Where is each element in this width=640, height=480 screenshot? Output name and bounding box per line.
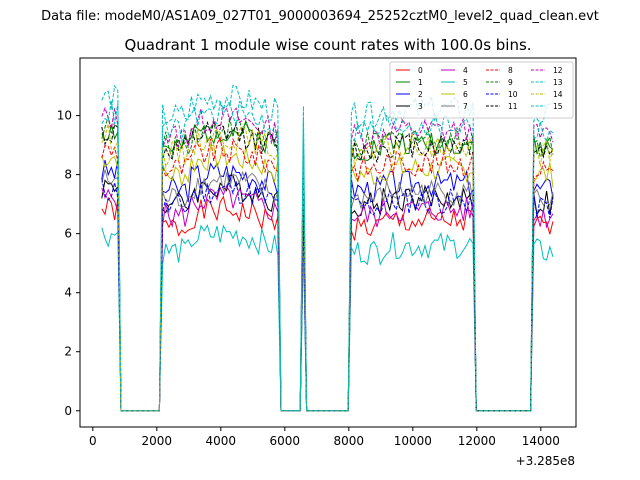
legend-label-11: 11 xyxy=(508,102,518,111)
legend-label-6: 6 xyxy=(463,90,468,99)
legend-label-14: 14 xyxy=(553,90,563,99)
x-tick-label: 2000 xyxy=(142,434,173,448)
legend-label-4: 4 xyxy=(463,66,468,75)
series-layer xyxy=(101,84,554,412)
legend-label-1: 1 xyxy=(418,78,423,87)
legend-label-10: 10 xyxy=(508,90,518,99)
legend-label-9: 9 xyxy=(508,78,513,87)
legend-label-12: 12 xyxy=(553,66,563,75)
x-tick-label: 10000 xyxy=(394,434,432,448)
y-tick-label: 0 xyxy=(64,404,72,418)
legend-label-15: 15 xyxy=(553,102,563,111)
y-tick-label: 2 xyxy=(64,345,72,359)
x-tick-label: 0 xyxy=(89,434,97,448)
legend-label-2: 2 xyxy=(418,90,423,99)
y-axis: 0 2 4 6 8 10 xyxy=(57,109,80,418)
chart-title: Quadrant 1 module wise count rates with … xyxy=(124,36,531,54)
y-tick-label: 6 xyxy=(64,227,72,241)
legend-label-8: 8 xyxy=(508,66,513,75)
legend-label-7: 7 xyxy=(463,102,468,111)
x-tick-label: 12000 xyxy=(458,434,496,448)
y-tick-label: 10 xyxy=(57,109,72,123)
legend-label-3: 3 xyxy=(418,102,423,111)
x-axis: 0 2000 4000 6000 8000 10000 12000 14000 xyxy=(89,427,560,448)
series-line-15 xyxy=(101,100,554,412)
legend-label-13: 13 xyxy=(553,78,563,87)
legend-box xyxy=(389,61,574,119)
suptitle: Data file: modeM0/AS1A09_027T01_90000036… xyxy=(41,9,599,24)
x-tick-label: 14000 xyxy=(522,434,560,448)
y-tick-label: 8 xyxy=(64,168,72,182)
x-offset-label: +3.285e8 xyxy=(516,454,575,468)
legend-label-0: 0 xyxy=(418,66,423,75)
plot-frame xyxy=(79,57,577,428)
legend-label-5: 5 xyxy=(463,78,468,87)
x-tick-label: 4000 xyxy=(206,434,237,448)
x-tick-label: 8000 xyxy=(334,434,365,448)
x-tick-label: 6000 xyxy=(270,434,301,448)
y-tick-label: 4 xyxy=(64,286,72,300)
